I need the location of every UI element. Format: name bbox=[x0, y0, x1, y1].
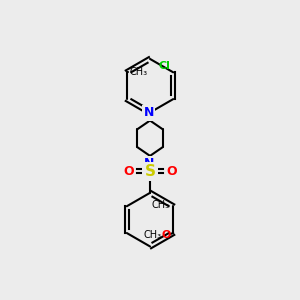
Text: CH₃: CH₃ bbox=[144, 230, 162, 240]
Text: N: N bbox=[144, 157, 154, 170]
Text: S: S bbox=[145, 164, 155, 179]
Text: N: N bbox=[144, 106, 154, 119]
Text: O: O bbox=[123, 165, 134, 178]
Text: O: O bbox=[161, 230, 171, 240]
Text: O: O bbox=[167, 165, 177, 178]
Text: Cl: Cl bbox=[159, 61, 171, 71]
Text: CH₃: CH₃ bbox=[152, 200, 170, 210]
Text: CH₃: CH₃ bbox=[129, 67, 148, 77]
